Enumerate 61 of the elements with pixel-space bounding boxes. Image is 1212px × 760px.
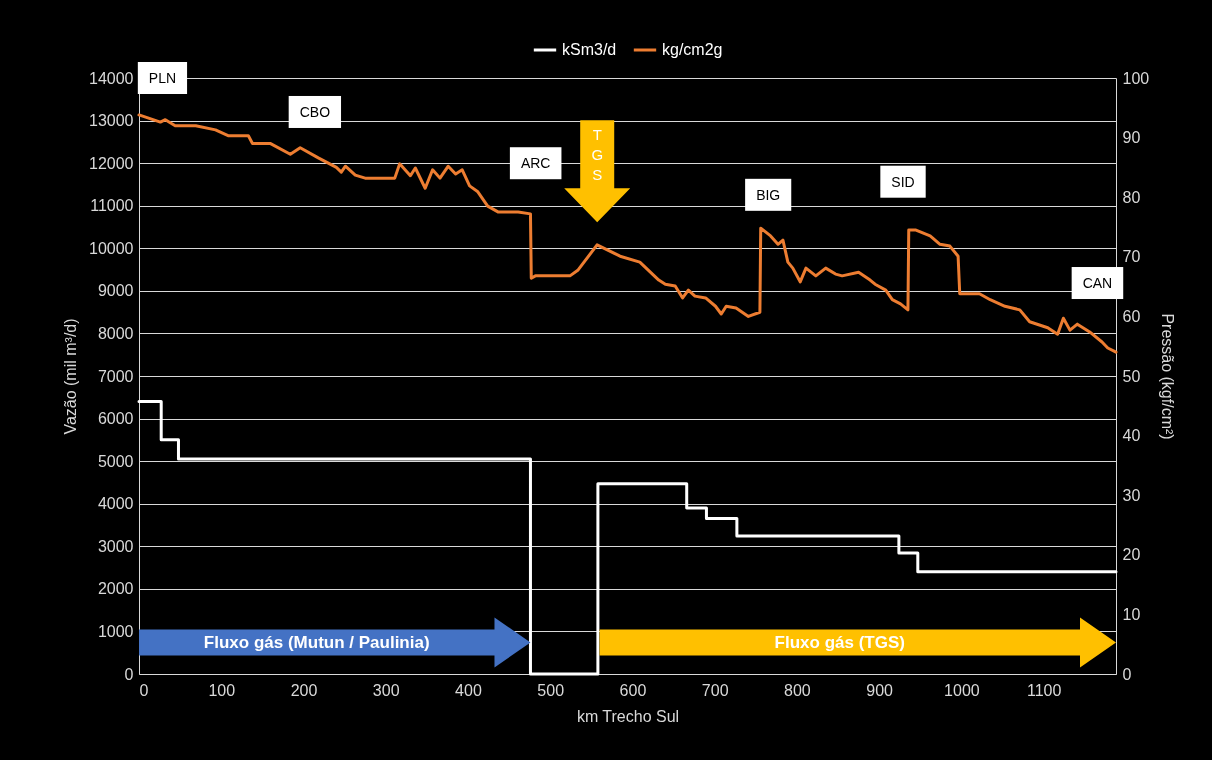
- y2-axis-title: Pressão (kgf/cm²): [1159, 313, 1177, 440]
- y-tick-label: 12000: [89, 154, 134, 172]
- y2-tick-label: 30: [1122, 486, 1141, 504]
- annotation: TGS: [591, 126, 604, 184]
- y-tick-label: 3000: [97, 537, 134, 555]
- label-tag: CAN: [1071, 267, 1124, 299]
- y-tick-label: 11000: [90, 197, 134, 215]
- y2-tick-label: 10: [1122, 605, 1141, 623]
- x-tick-label: 100: [208, 681, 236, 699]
- x-tick-label: 800: [784, 681, 811, 699]
- y2-tick-label: 100: [1122, 69, 1150, 87]
- y-tick-label: 13000: [89, 112, 134, 130]
- down-arrow: TGS: [564, 120, 631, 223]
- legend-label: kg/cm2g: [662, 41, 723, 58]
- annotation: BIG: [756, 186, 781, 203]
- label-tag: BIG: [745, 178, 792, 211]
- y2-tick-label: 90: [1122, 129, 1141, 147]
- y-axis-title: Vazão (mil m³/d): [62, 318, 80, 435]
- y-tick-label: 2000: [97, 580, 134, 598]
- label-tag: SID: [880, 165, 926, 198]
- annotation: SID: [891, 173, 915, 190]
- y-tick-label: 7000: [97, 367, 134, 385]
- y-tick-label: 9000: [97, 282, 134, 300]
- y2-tick-label: 40: [1122, 427, 1141, 445]
- x-tick-label: 300: [372, 681, 400, 699]
- label-tag: PLN: [137, 62, 188, 94]
- annotation: Fluxo gás (TGS): [774, 633, 905, 653]
- annotation: ARC: [520, 155, 551, 172]
- label-tag: CBO: [288, 95, 342, 128]
- x-tick-label: 0: [139, 681, 149, 699]
- x-tick-label: 1100: [1026, 681, 1062, 699]
- x-axis-title: km Trecho Sul: [576, 707, 680, 725]
- right-arrow: Fluxo gás (TGS): [599, 617, 1116, 668]
- y2-tick-label: 50: [1122, 367, 1141, 385]
- y2-tick-label: 60: [1122, 307, 1141, 325]
- annotation: Fluxo gás (Mutun / Paulinia): [203, 633, 430, 653]
- y2-tick-label: 0: [1122, 665, 1132, 683]
- y-tick-label: 1000: [97, 622, 134, 640]
- x-tick-label: 400: [455, 681, 482, 699]
- y2-tick-label: 70: [1122, 248, 1141, 266]
- y-tick-label: 0: [124, 665, 134, 683]
- x-tick-label: 500: [537, 681, 565, 699]
- label-tag: ARC: [509, 147, 562, 180]
- right-arrow: Fluxo gás (Mutun / Paulinia): [139, 617, 531, 668]
- legend-label: kSm3/d: [562, 41, 617, 58]
- y2-tick-label: 80: [1122, 188, 1141, 206]
- x-tick-label: 700: [701, 681, 729, 699]
- x-tick-label: 600: [619, 681, 647, 699]
- annotation: CBO: [299, 103, 331, 120]
- y-tick-label: 4000: [97, 495, 134, 513]
- y-tick-label: 10000: [89, 239, 134, 257]
- annotation: CAN: [1082, 275, 1113, 292]
- y-tick-label: 6000: [97, 410, 134, 428]
- y-tick-label: 14000: [89, 69, 134, 87]
- x-tick-label: 1000: [944, 681, 980, 699]
- y-tick-label: 5000: [97, 452, 134, 470]
- y-tick-label: 8000: [97, 324, 134, 342]
- x-tick-label: 200: [290, 681, 318, 699]
- annotation: PLN: [148, 70, 177, 86]
- x-tick-label: 900: [866, 681, 894, 699]
- y2-tick-label: 20: [1122, 546, 1141, 564]
